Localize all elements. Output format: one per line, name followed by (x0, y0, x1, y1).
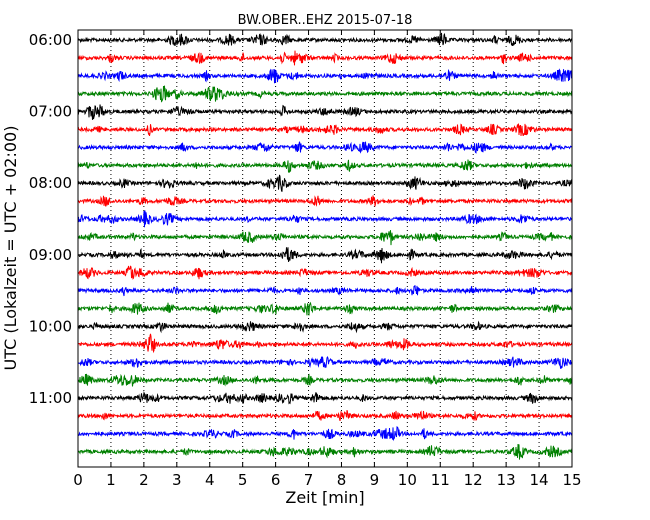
seismic-trace (77, 391, 573, 405)
seismic-trace (77, 444, 573, 460)
seismic-trace (77, 265, 573, 280)
x-tick-label: 6 (271, 471, 281, 489)
seismic-trace (77, 210, 573, 228)
x-tick-label: 7 (304, 471, 314, 489)
y-tick-label: 07:00 (29, 103, 72, 121)
x-tick-label: 1 (106, 471, 116, 489)
seismic-trace (77, 409, 573, 421)
x-tick-label: 12 (464, 471, 483, 489)
x-tick-label: 14 (530, 471, 549, 489)
seismic-trace (77, 104, 573, 120)
x-tick-label: 2 (139, 471, 149, 489)
seismic-trace (77, 247, 573, 264)
y-tick-label: 06:00 (29, 31, 72, 49)
seismic-trace (77, 174, 573, 192)
seismic-trace (77, 285, 573, 297)
y-axis-label: UTC (Lokalzeit = UTC + 02:00) (1, 126, 20, 371)
x-tick-label: 13 (497, 471, 516, 489)
y-tick-label: 11:00 (29, 389, 72, 407)
x-tick-label: 9 (370, 471, 380, 489)
seismic-trace (77, 230, 573, 246)
x-tick-label: 0 (73, 471, 83, 489)
x-axis: 0 1 2 3 4 5 6 7 8 9 10 11 12 13 14 15 (73, 30, 582, 489)
seismic-trace (77, 320, 573, 334)
seismic-trace (77, 85, 573, 103)
plot-frame (77, 29, 573, 468)
seismic-trace (77, 32, 573, 47)
x-tick-label: 10 (398, 471, 417, 489)
seismic-trace (77, 141, 573, 154)
x-tick-label: 3 (172, 471, 182, 489)
chart-title: BW.OBER..EHZ 2015-07-18 (238, 13, 413, 28)
x-tick-label: 4 (205, 471, 215, 489)
x-tick-label: 8 (337, 471, 347, 489)
x-tick-label: 15 (562, 471, 581, 489)
y-axis: 06:00 07:00 08:00 09:00 10:00 11:00 (29, 31, 572, 407)
seismic-trace (77, 123, 573, 137)
x-tick-label: 5 (238, 471, 248, 489)
x-axis-label: Zeit [min] (285, 488, 364, 507)
y-tick-label: 09:00 (29, 246, 72, 264)
seismic-trace (77, 426, 573, 442)
y-tick-label: 10:00 (29, 317, 72, 335)
seismic-trace (77, 356, 573, 370)
x-tick-label: 11 (431, 471, 450, 489)
seismic-trace (77, 159, 573, 173)
seismic-trace (77, 195, 573, 207)
seismic-trace (77, 301, 573, 316)
y-tick-label: 08:00 (29, 174, 72, 192)
seismic-trace (77, 373, 573, 387)
seismic-trace (77, 333, 573, 354)
seismic-trace (77, 50, 573, 66)
trace-group (77, 32, 573, 460)
seismic-trace (77, 68, 573, 84)
